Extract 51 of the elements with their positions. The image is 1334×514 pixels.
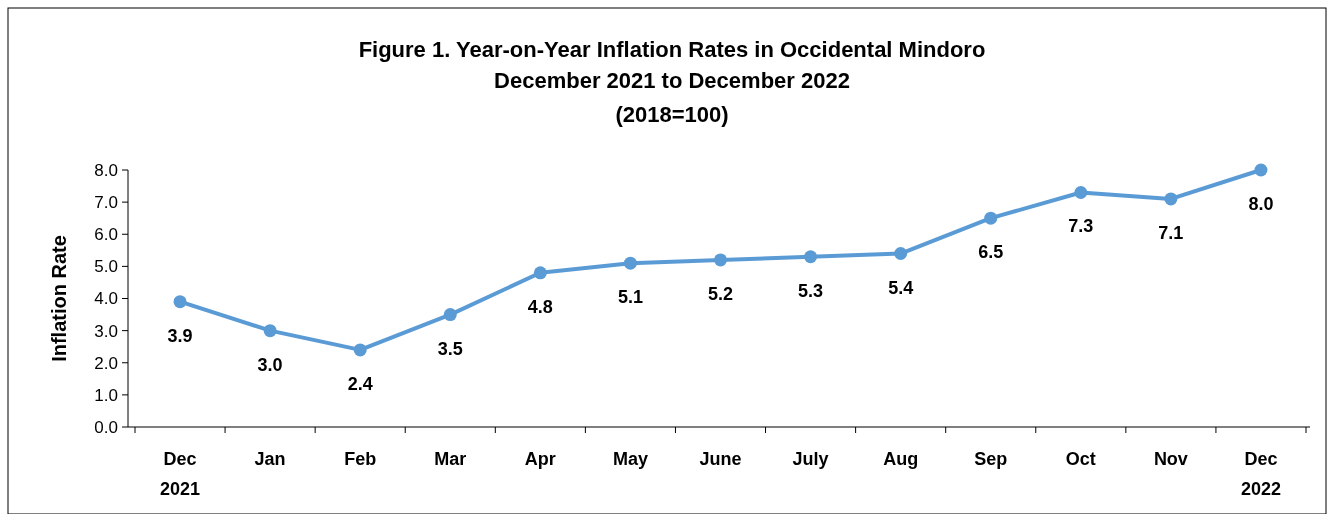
data-label: 6.5	[978, 242, 1004, 263]
y-tick-label: 8.0	[94, 160, 118, 180]
y-tick-label: 5.0	[94, 257, 118, 277]
point	[443, 308, 457, 322]
x-tick-label: Sep	[974, 449, 1008, 469]
y-tick-label: 2.0	[94, 353, 118, 373]
x-tick-label: July	[792, 449, 829, 469]
data-label: 7.1	[1158, 222, 1184, 243]
point	[714, 253, 727, 267]
data-label: 7.3	[1068, 216, 1094, 237]
data-label: 3.5	[437, 338, 463, 359]
point	[263, 324, 277, 338]
point	[984, 211, 998, 225]
x-tick-label: Aug	[883, 449, 919, 469]
y-tick-label: 6.0	[94, 225, 118, 245]
point	[1254, 163, 1268, 177]
point	[894, 247, 908, 261]
point	[623, 256, 637, 270]
y-tick-label: 1.0	[94, 385, 118, 405]
data-label: 5.4	[888, 277, 914, 298]
y-tick-label: 0.0	[94, 417, 118, 437]
data-label: 8.0	[1248, 194, 1274, 214]
chart-subtitle: (2018=100)	[615, 102, 729, 127]
x-tick-label: Apr	[524, 449, 556, 469]
y-tick-label: 7.0	[94, 193, 118, 213]
x-tick-label: Mar	[434, 449, 467, 469]
data-label: 4.8	[527, 296, 553, 317]
point	[173, 295, 187, 309]
point	[1164, 192, 1178, 206]
data-label: 3.9	[167, 325, 193, 346]
data-label: 5.3	[798, 280, 824, 301]
x-tick-label: Oct	[1065, 449, 1096, 469]
chart-title: Figure 1. Year-on-Year Inflation Rates in Occidental Mindoro December 2021 to December 2022	[358, 37, 986, 93]
y-tick-label: 3.0	[94, 321, 118, 341]
y-axis-title: Inflation Rate	[48, 235, 70, 362]
point	[533, 266, 547, 280]
point	[353, 343, 367, 357]
data-label: 5.1	[617, 287, 643, 308]
y-tick-label: 4.0	[94, 289, 118, 309]
data-label: 3.0	[257, 354, 283, 375]
x-tick-label: Dec 2022	[1240, 449, 1281, 499]
x-tick-label: Dec 2021	[160, 449, 201, 499]
data-label: 2.4	[347, 373, 373, 394]
point	[1074, 185, 1088, 199]
x-tick-label: Nov	[1153, 449, 1188, 469]
x-tick-label: Feb	[344, 449, 377, 469]
x-tick-label: June	[699, 449, 742, 469]
data-label: 5.2	[707, 283, 734, 304]
x-tick-label: Jan	[254, 449, 286, 469]
x-tick-label: May	[612, 449, 648, 469]
point	[804, 250, 818, 264]
